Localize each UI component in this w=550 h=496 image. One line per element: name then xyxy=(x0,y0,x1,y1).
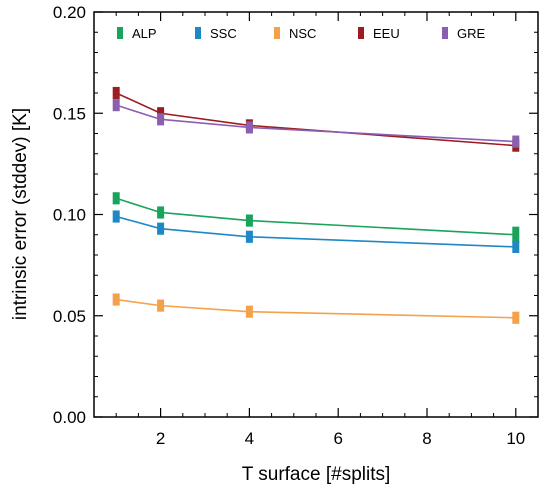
legend-label-alp: ALP xyxy=(132,26,157,41)
y-tick-label: 0.05 xyxy=(53,307,86,326)
error-bar-gre xyxy=(157,113,165,126)
legend-swatch-alp xyxy=(117,27,123,39)
x-tick-label: 4 xyxy=(245,429,254,448)
error-bar-gre xyxy=(112,99,120,112)
legend-label-gre: GRE xyxy=(457,26,486,41)
error-bar-nsc xyxy=(112,293,120,306)
legend-swatch-ssc xyxy=(195,27,201,39)
legend-swatch-nsc xyxy=(274,27,280,39)
legend-swatch-eeu xyxy=(358,27,364,39)
x-tick-label: 6 xyxy=(333,429,342,448)
error-bar-ssc xyxy=(245,230,253,243)
series-line-nsc xyxy=(116,298,516,319)
legend-label-ssc: SSC xyxy=(210,26,237,41)
legend-swatch-gre xyxy=(442,27,448,39)
x-tick-label: 10 xyxy=(506,429,525,448)
series-line-gre xyxy=(115,104,516,143)
error-bar-nsc xyxy=(157,299,165,312)
error-bar-gre xyxy=(512,135,520,148)
error-bar-gre xyxy=(245,121,253,134)
series-line-eeu xyxy=(115,92,516,147)
error-bar-alp xyxy=(112,192,120,205)
error-bar-eeu xyxy=(112,86,120,100)
error-bar-alp xyxy=(245,214,253,227)
legend-label-nsc: NSC xyxy=(289,26,316,41)
x-tick-label: 8 xyxy=(422,429,431,448)
x-tick-label: 2 xyxy=(156,429,165,448)
error-bar-nsc xyxy=(245,305,253,318)
y-tick-label: 0.00 xyxy=(53,408,86,427)
axis-ticks: 2 4 6 8 10 0.00 0.05 0.10 0.15 0.20 xyxy=(53,3,538,448)
legend: ALP SSC NSC EEU GRE xyxy=(117,26,486,41)
x-axis-label: T surface [#splits] xyxy=(242,464,391,485)
y-axis-label: intrinsic error (stddev) [K] xyxy=(10,108,31,320)
y-tick-label: 0.10 xyxy=(53,206,86,225)
legend-label-eeu: EEU xyxy=(373,26,400,41)
series-line-alp xyxy=(115,197,516,236)
series-line-ssc xyxy=(115,215,516,248)
error-bar-alp xyxy=(157,206,165,219)
y-tick-label: 0.20 xyxy=(53,3,86,22)
error-bar-ssc xyxy=(112,210,120,223)
series-layer xyxy=(112,86,520,324)
error-bar-ssc xyxy=(157,222,165,235)
error-bar-nsc xyxy=(512,311,520,324)
error-bar-ssc xyxy=(512,240,520,253)
y-tick-label: 0.15 xyxy=(53,104,86,123)
error-bar-alp xyxy=(512,226,520,243)
